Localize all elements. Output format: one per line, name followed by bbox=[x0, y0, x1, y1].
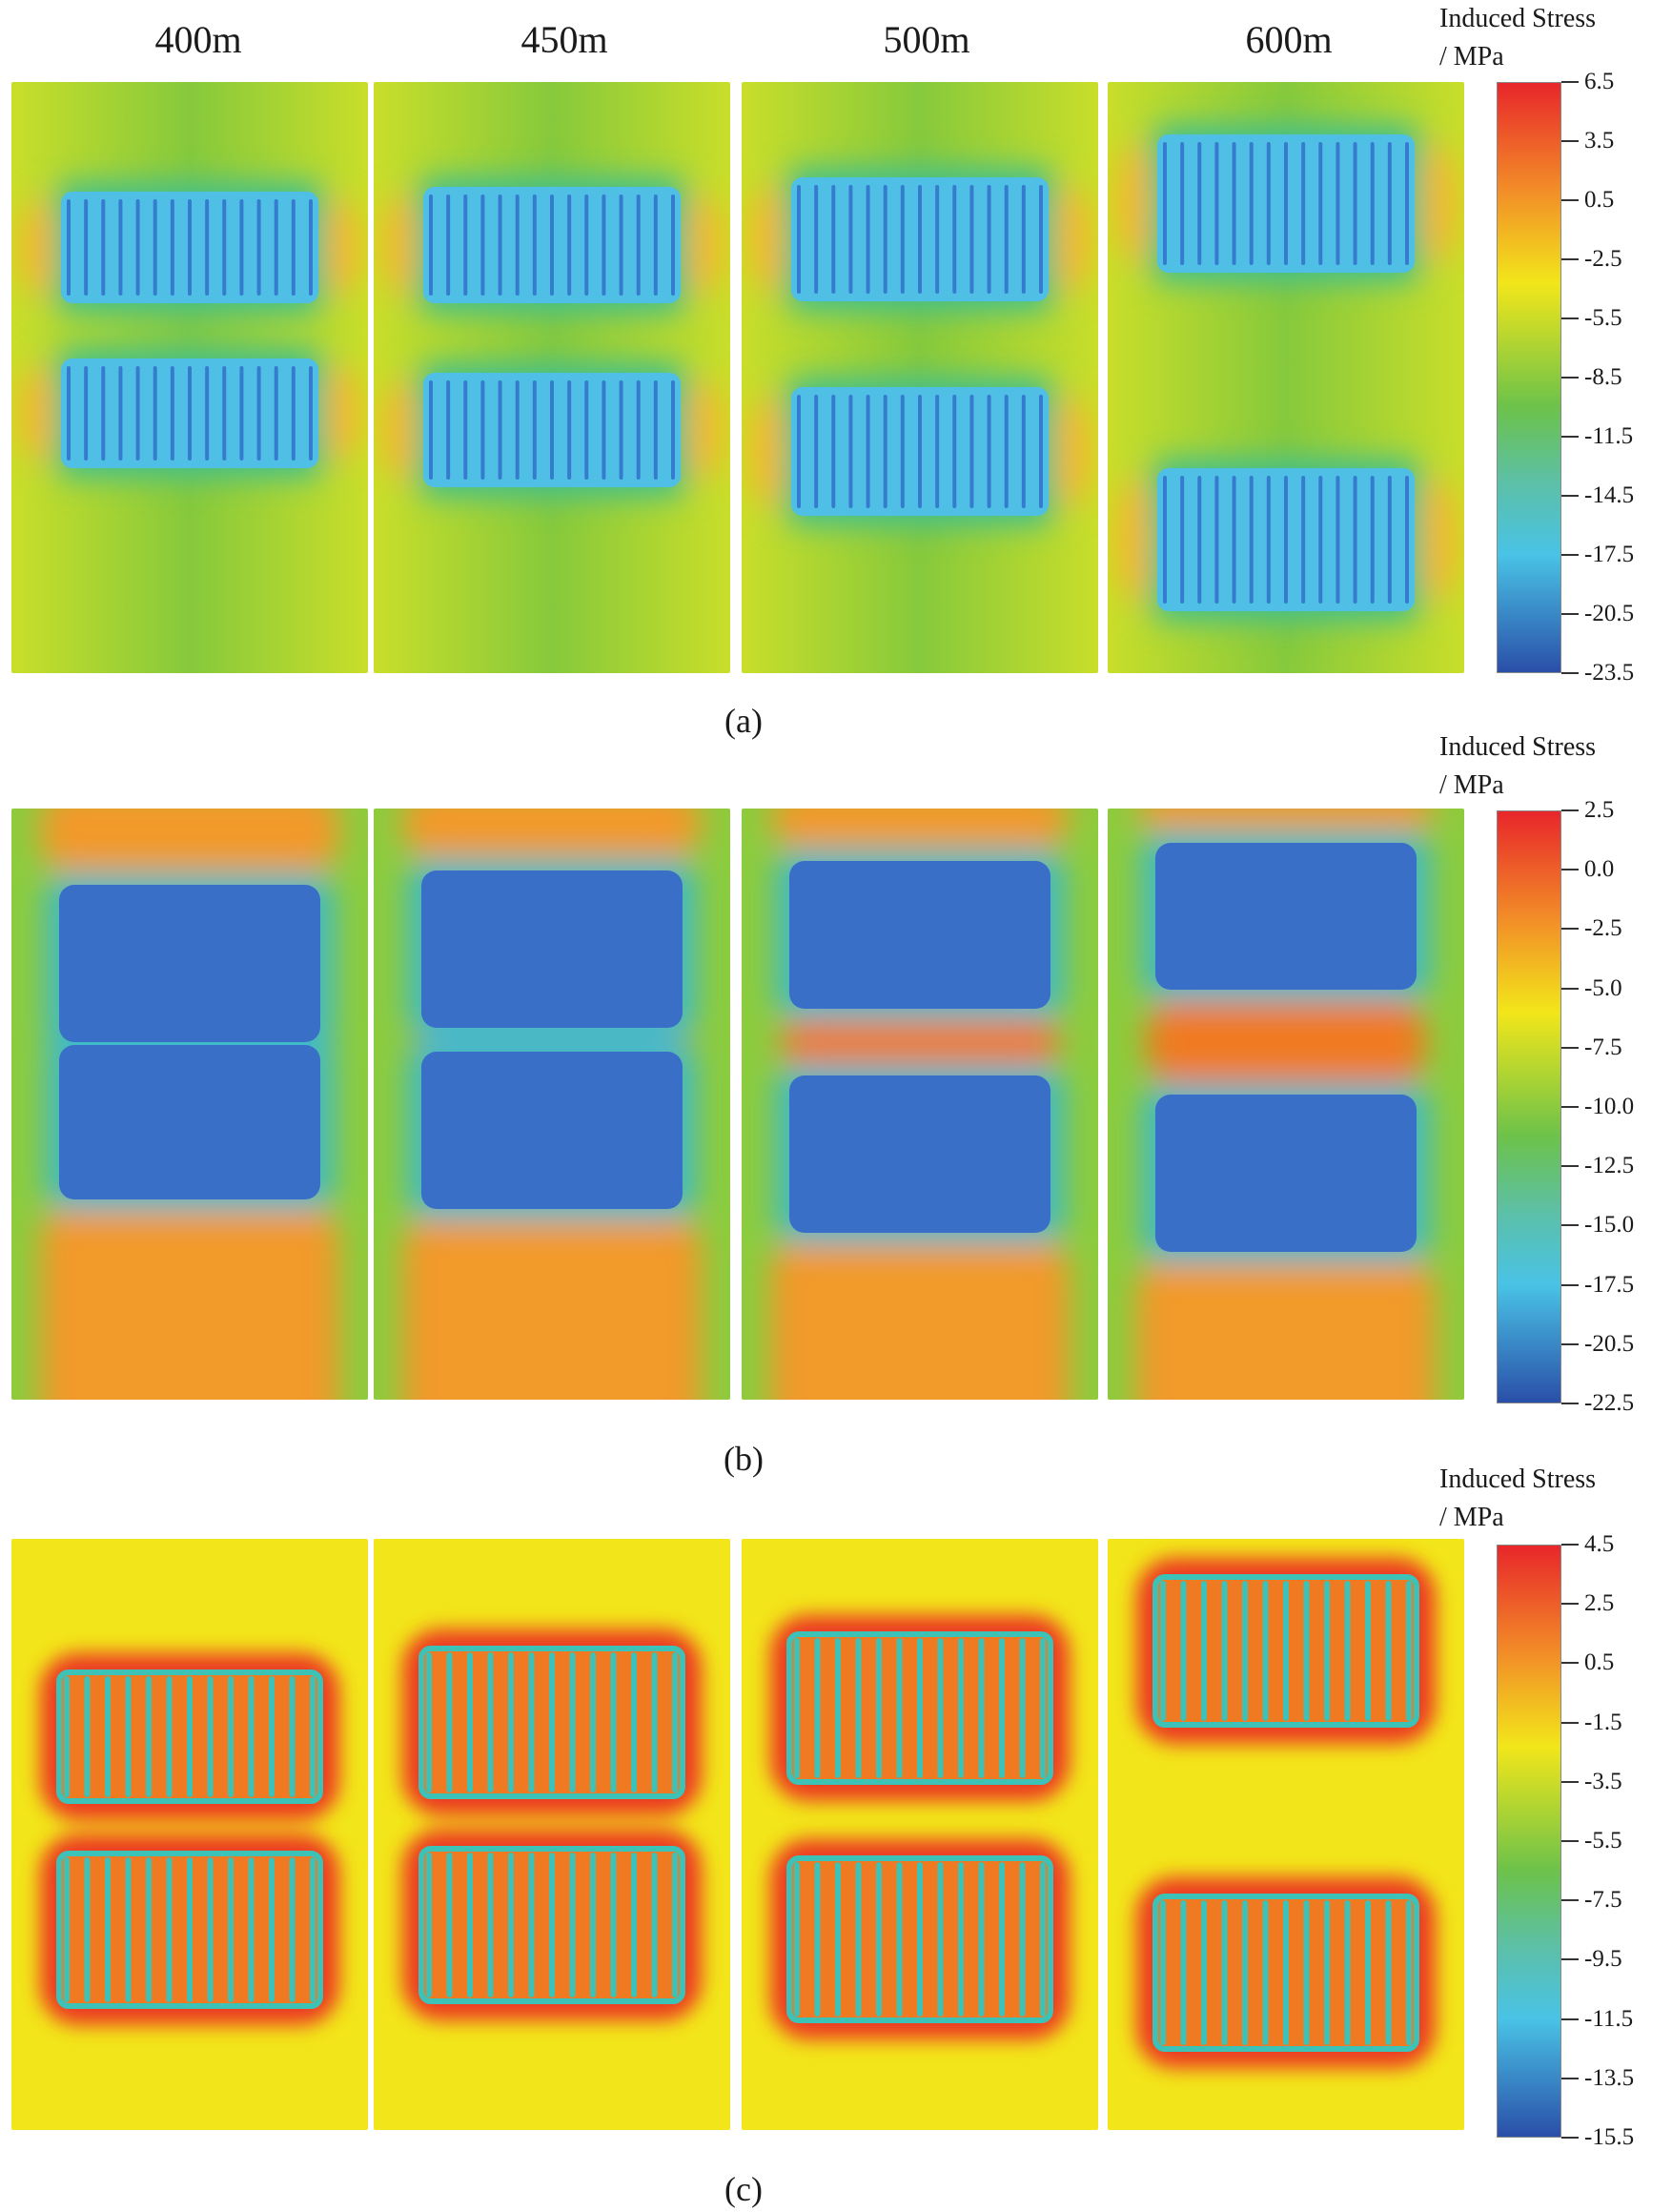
contour-panel-b-1 bbox=[11, 809, 368, 1400]
colorbar-tick bbox=[1561, 554, 1579, 556]
colorbar-tick-label: 2.5 bbox=[1584, 797, 1615, 823]
colorbar-tick-label: -13.5 bbox=[1584, 2064, 1635, 2091]
column-header-600m: 600m bbox=[1245, 18, 1333, 61]
column-header-400m: 400m bbox=[154, 18, 242, 61]
contour-panel-c-1 bbox=[11, 1539, 368, 2130]
colorbar-tick bbox=[1561, 869, 1579, 871]
colorbar-tick bbox=[1561, 1224, 1579, 1227]
colorbar-tick bbox=[1561, 495, 1579, 497]
colorbar-tick-label: -23.5 bbox=[1584, 660, 1635, 686]
colorbar-tick-label: -11.5 bbox=[1584, 423, 1634, 449]
colorbar-tick-label: -3.5 bbox=[1584, 1768, 1622, 1794]
contour-panel-a-3 bbox=[742, 82, 1098, 673]
colorbar-tick-label: -7.5 bbox=[1584, 1887, 1622, 1914]
colorbar-tick bbox=[1561, 987, 1579, 990]
colorbar-tick-label: 4.5 bbox=[1584, 1531, 1615, 1557]
colorbar-tick bbox=[1561, 81, 1579, 83]
colorbar-tick-label: -9.5 bbox=[1584, 1946, 1622, 1973]
contour-panel-a-4 bbox=[1108, 82, 1464, 673]
colorbar-tick bbox=[1561, 258, 1579, 260]
colorbar-tick bbox=[1561, 1165, 1579, 1168]
colorbar-tick bbox=[1561, 1721, 1579, 1724]
colorbar-tick-label: -12.5 bbox=[1584, 1153, 1635, 1179]
colorbar-tick bbox=[1561, 809, 1579, 811]
colorbar-tick-label: -10.0 bbox=[1584, 1094, 1635, 1119]
colorbar-tick bbox=[1561, 436, 1579, 438]
colorbar-b-gradient bbox=[1497, 810, 1561, 1403]
contour-panel-b-2 bbox=[374, 809, 730, 1400]
colorbar-tick-label: -15.5 bbox=[1584, 2124, 1635, 2150]
colorbar-tick-label: 0.0 bbox=[1584, 856, 1615, 883]
colorbar-tick bbox=[1561, 1403, 1579, 1404]
colorbar-tick-label: -17.5 bbox=[1584, 542, 1635, 567]
colorbar-tick bbox=[1561, 672, 1579, 674]
contour-panel-c-2 bbox=[374, 1539, 730, 2130]
colorbar-tick bbox=[1561, 928, 1579, 931]
colorbar-tick bbox=[1561, 1046, 1579, 1049]
contour-panel-c-4 bbox=[1108, 1539, 1464, 2130]
colorbar-tick bbox=[1561, 613, 1579, 615]
colorbar-tick-label: 2.5 bbox=[1584, 1590, 1615, 1617]
colorbar-tick bbox=[1561, 1603, 1579, 1606]
colorbar-tick bbox=[1561, 1544, 1579, 1546]
caption-c: (c) bbox=[724, 2170, 763, 2208]
contour-panel-b-4 bbox=[1108, 809, 1464, 1400]
colorbar-tick bbox=[1561, 140, 1579, 142]
colorbar-c-title: Induced Stress / MPa bbox=[1439, 1464, 1597, 1532]
colorbar-tick-label: -1.5 bbox=[1584, 1709, 1622, 1735]
contour-panel-b-3 bbox=[742, 809, 1098, 1400]
colorbar-tick-label: -5.5 bbox=[1584, 1828, 1622, 1854]
colorbar-tick-label: -2.5 bbox=[1584, 246, 1622, 272]
colorbar-b-title: Induced Stress / MPa bbox=[1439, 732, 1597, 800]
colorbar-tick-label: 0.5 bbox=[1584, 1649, 1615, 1676]
column-header-450m: 450m bbox=[520, 18, 608, 61]
colorbar-c-gradient bbox=[1497, 1545, 1561, 2138]
colorbar-tick bbox=[1561, 199, 1579, 201]
colorbar-tick-label: -11.5 bbox=[1584, 2005, 1634, 2032]
colorbar-tick-label: -5.5 bbox=[1584, 305, 1622, 331]
colorbar-tick bbox=[1561, 317, 1579, 319]
colorbar-tick bbox=[1561, 2017, 1579, 2020]
colorbar-tick bbox=[1561, 1899, 1579, 1902]
colorbar-tick-label: -20.5 bbox=[1584, 1330, 1635, 1357]
colorbar-tick-label: -22.5 bbox=[1584, 1390, 1635, 1416]
colorbar-a-gradient bbox=[1497, 82, 1561, 673]
colorbar-tick-label: -7.5 bbox=[1584, 1034, 1622, 1060]
colorbar-tick bbox=[1561, 2077, 1579, 2079]
colorbar-tick-label: -8.5 bbox=[1584, 364, 1622, 390]
column-header-500m: 500m bbox=[883, 18, 970, 61]
colorbar-tick-label: -5.0 bbox=[1584, 974, 1622, 1001]
caption-a: (a) bbox=[724, 702, 763, 740]
colorbar-tick-label: -20.5 bbox=[1584, 601, 1635, 626]
colorbar-tick-label: 3.5 bbox=[1584, 128, 1615, 154]
colorbar-tick-label: 6.5 bbox=[1584, 69, 1615, 94]
contour-panel-a-2 bbox=[374, 82, 730, 673]
colorbar-tick-label: 0.5 bbox=[1584, 187, 1615, 213]
colorbar-tick-label: -14.5 bbox=[1584, 482, 1635, 508]
colorbar-tick-label: -15.0 bbox=[1584, 1212, 1635, 1239]
colorbar-tick bbox=[1561, 1283, 1579, 1286]
contour-panel-c-3 bbox=[742, 1539, 1098, 2130]
colorbar-tick bbox=[1561, 1958, 1579, 1961]
colorbar-tick-label: -2.5 bbox=[1584, 915, 1622, 942]
colorbar-tick bbox=[1561, 1840, 1579, 1842]
colorbar-tick-label: -17.5 bbox=[1584, 1271, 1635, 1298]
colorbar-tick bbox=[1561, 1106, 1579, 1108]
colorbar-a-title: Induced Stress / MPa bbox=[1439, 4, 1597, 72]
colorbar-tick bbox=[1561, 377, 1579, 379]
colorbar-tick bbox=[1561, 2137, 1579, 2139]
colorbar-tick bbox=[1561, 1662, 1579, 1665]
colorbar-tick bbox=[1561, 1780, 1579, 1783]
contour-panel-a-1 bbox=[11, 82, 368, 673]
colorbar-tick bbox=[1561, 1342, 1579, 1345]
caption-b: (b) bbox=[724, 1440, 764, 1478]
